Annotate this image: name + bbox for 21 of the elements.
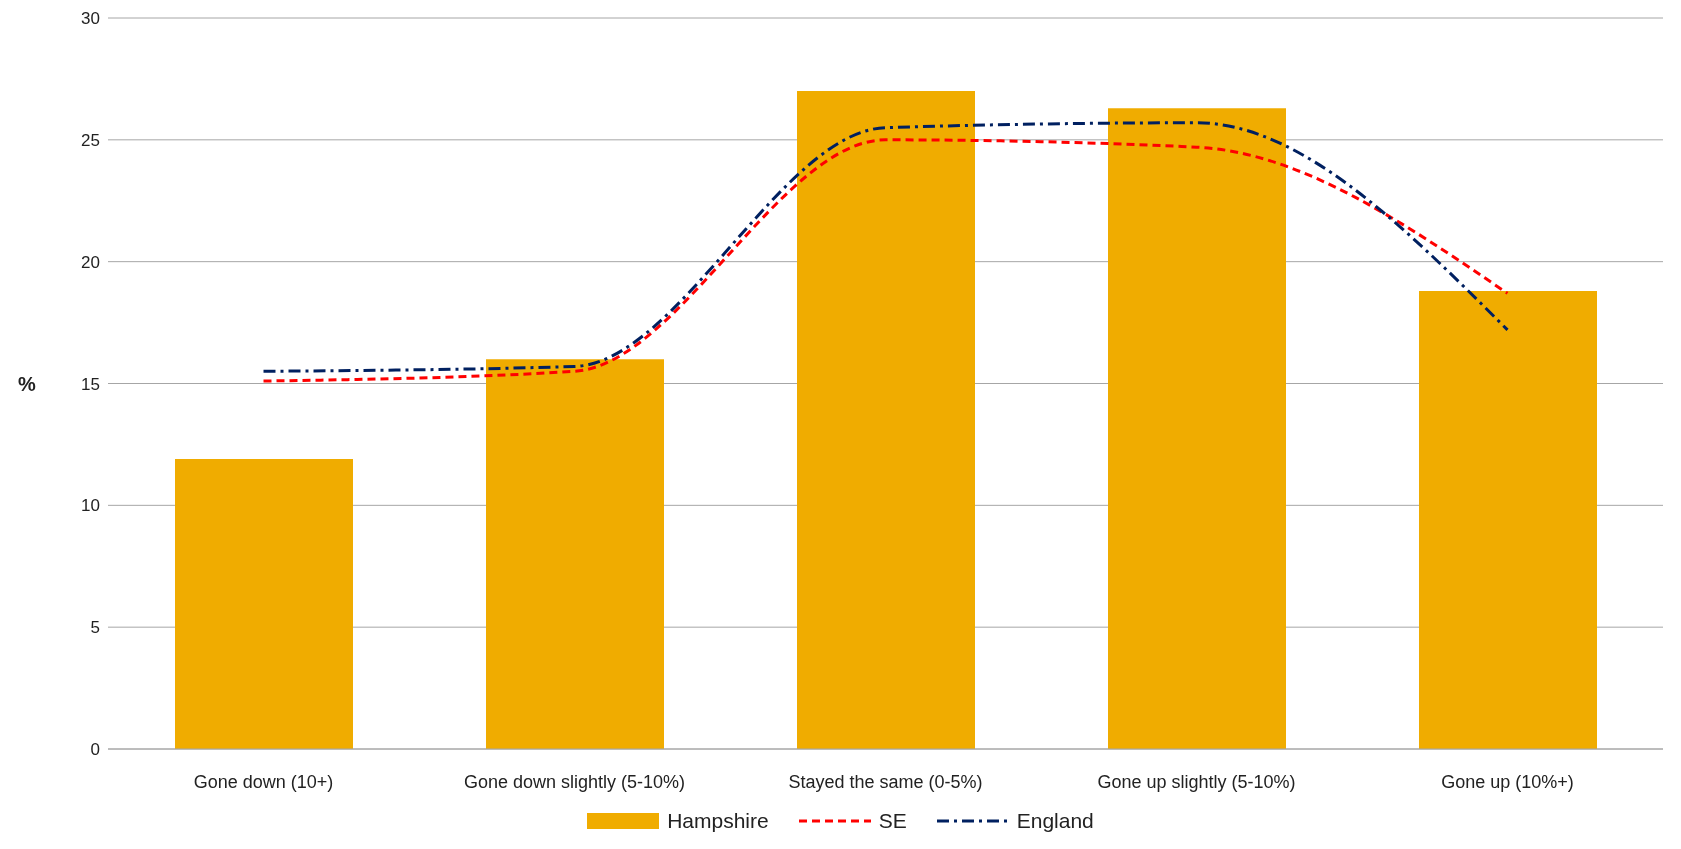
bar [1108,108,1286,749]
y-tick-label: 15 [81,374,100,394]
bar [175,459,353,749]
y-tick-label: 20 [81,252,100,272]
x-tick-label: Gone up slightly (5-10%) [1097,771,1296,792]
x-tick-label: Stayed the same (0-5%) [788,771,983,792]
x-tick-label: Gone down slightly (5-10%) [463,771,686,792]
bar [797,91,975,749]
y-axis-title: % [18,372,36,395]
y-tick-label: 30 [81,9,100,29]
y-tick-label: 0 [90,740,100,760]
bar [486,359,664,749]
x-tick-label: Gone down (10+) [193,771,334,792]
y-tick-label: 10 [81,496,100,516]
legend-label: England [1016,809,1094,833]
x-tick-label: Gone up (10%+) [1441,771,1574,792]
legend-label: SE [878,809,907,833]
y-tick-label: 25 [81,130,100,150]
bar [1419,290,1597,749]
y-tick-label: 5 [90,618,100,638]
legend-label: Hampshire [667,809,769,833]
